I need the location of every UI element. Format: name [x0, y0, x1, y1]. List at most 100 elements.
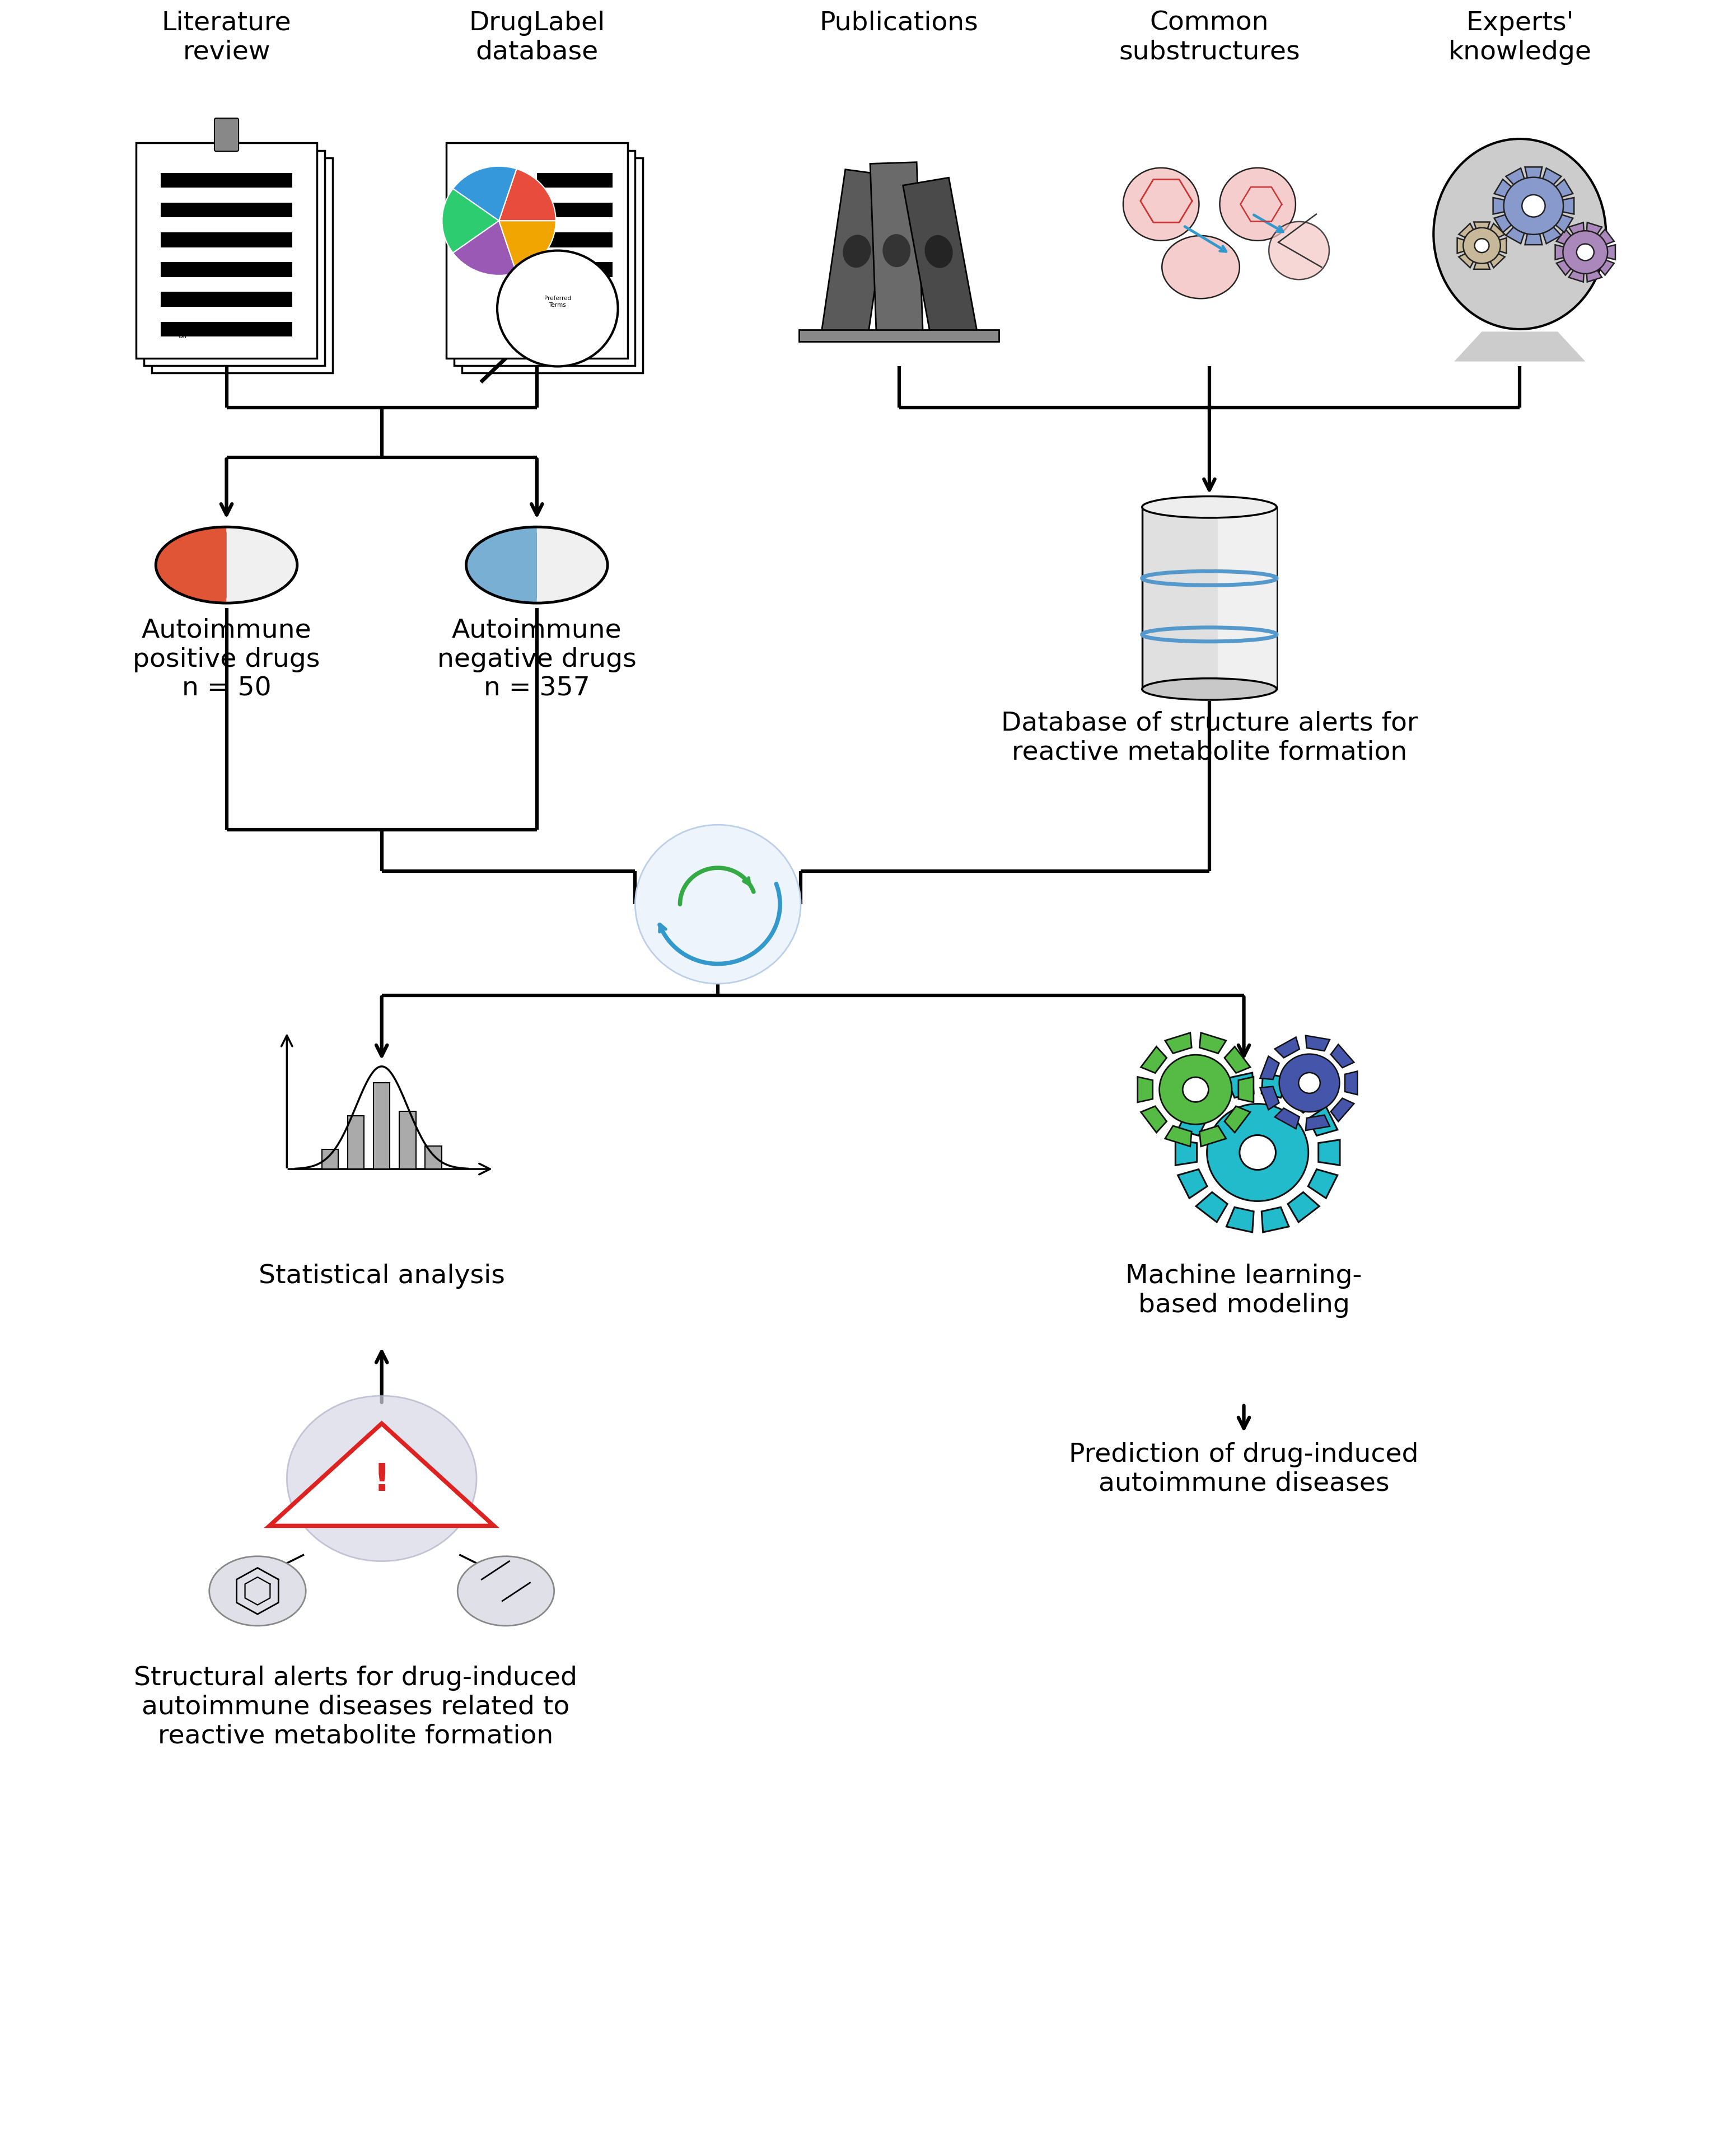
Polygon shape — [1331, 1097, 1354, 1121]
Polygon shape — [1262, 1074, 1288, 1097]
Polygon shape — [1542, 168, 1561, 185]
Polygon shape — [1499, 237, 1506, 252]
Polygon shape — [1288, 1192, 1319, 1222]
Polygon shape — [1177, 1169, 1207, 1199]
Text: Statistical analysis: Statistical analysis — [259, 1263, 505, 1289]
Bar — [821, 170, 892, 338]
Ellipse shape — [287, 1395, 477, 1561]
Polygon shape — [1262, 1207, 1288, 1233]
Bar — [399, 1110, 415, 1169]
Polygon shape — [1506, 168, 1525, 185]
Circle shape — [1504, 177, 1563, 235]
Bar — [538, 263, 612, 276]
Polygon shape — [270, 1423, 494, 1526]
Text: OH: OH — [178, 334, 187, 338]
Polygon shape — [1506, 226, 1525, 244]
Bar — [137, 142, 316, 358]
Ellipse shape — [1433, 138, 1606, 330]
Ellipse shape — [458, 1557, 553, 1626]
Ellipse shape — [925, 235, 953, 267]
Polygon shape — [1563, 198, 1573, 213]
Wedge shape — [500, 168, 555, 220]
Polygon shape — [1196, 1082, 1228, 1112]
Circle shape — [1160, 1054, 1231, 1123]
Polygon shape — [1141, 1106, 1167, 1132]
Bar — [1217, 507, 1276, 690]
Circle shape — [1183, 1078, 1209, 1102]
Polygon shape — [1494, 198, 1504, 213]
Polygon shape — [1165, 1033, 1191, 1054]
Bar — [538, 172, 612, 188]
Polygon shape — [1260, 1087, 1279, 1110]
Bar — [799, 330, 999, 341]
Polygon shape — [538, 526, 607, 604]
Polygon shape — [1556, 229, 1572, 244]
Polygon shape — [1490, 224, 1504, 237]
Polygon shape — [1319, 1141, 1340, 1164]
Circle shape — [1298, 1074, 1321, 1093]
Bar — [538, 203, 612, 218]
Text: Structural alerts for drug-induced
autoimmune diseases related to
reactive metab: Structural alerts for drug-induced autoi… — [135, 1664, 577, 1749]
Ellipse shape — [882, 235, 911, 267]
Polygon shape — [1200, 1033, 1226, 1054]
Text: Preferred
Terms: Preferred Terms — [545, 295, 571, 308]
Bar — [538, 233, 612, 248]
Bar — [425, 1145, 441, 1169]
Polygon shape — [1494, 216, 1511, 233]
Bar — [1143, 507, 1276, 690]
Polygon shape — [1309, 1169, 1338, 1199]
Polygon shape — [1226, 1207, 1254, 1233]
Text: Literature
review: Literature review — [161, 11, 292, 65]
Text: Publications: Publications — [820, 11, 979, 37]
Circle shape — [635, 826, 801, 983]
Polygon shape — [1599, 261, 1615, 276]
Circle shape — [1207, 1104, 1309, 1201]
Polygon shape — [1226, 1074, 1254, 1097]
Bar — [322, 1149, 339, 1169]
Wedge shape — [453, 220, 517, 276]
Polygon shape — [1459, 254, 1473, 267]
Polygon shape — [1606, 246, 1615, 259]
Polygon shape — [1309, 1106, 1338, 1136]
Polygon shape — [1556, 179, 1573, 196]
Polygon shape — [1458, 237, 1464, 252]
Polygon shape — [1141, 1046, 1167, 1074]
Polygon shape — [1556, 261, 1572, 276]
Text: Common
substructures: Common substructures — [1119, 11, 1300, 65]
Bar — [538, 291, 612, 306]
Polygon shape — [1224, 1046, 1250, 1074]
Polygon shape — [1494, 179, 1511, 196]
Polygon shape — [1196, 1192, 1228, 1222]
Circle shape — [1563, 231, 1608, 274]
Text: Machine learning-
based modeling: Machine learning- based modeling — [1126, 1263, 1362, 1317]
Polygon shape — [1165, 1125, 1191, 1147]
Ellipse shape — [1219, 168, 1295, 241]
Bar — [462, 157, 643, 373]
Text: Experts'
knowledge: Experts' knowledge — [1449, 11, 1591, 65]
Text: Prediction of drug-induced
autoimmune diseases: Prediction of drug-induced autoimmune di… — [1069, 1442, 1420, 1496]
Polygon shape — [1568, 270, 1584, 282]
Ellipse shape — [1143, 679, 1276, 701]
Polygon shape — [1525, 166, 1542, 179]
Polygon shape — [1274, 1037, 1300, 1059]
Bar — [161, 233, 292, 248]
Polygon shape — [156, 526, 226, 604]
Circle shape — [498, 250, 617, 367]
FancyBboxPatch shape — [214, 119, 239, 151]
Wedge shape — [500, 220, 555, 272]
Polygon shape — [1556, 216, 1573, 233]
Polygon shape — [1599, 229, 1615, 244]
Ellipse shape — [1143, 496, 1276, 517]
Polygon shape — [1454, 332, 1585, 362]
Polygon shape — [1138, 1076, 1153, 1102]
Polygon shape — [1177, 1106, 1207, 1136]
Polygon shape — [1587, 222, 1601, 235]
Polygon shape — [1459, 224, 1473, 237]
Bar — [446, 142, 628, 358]
Polygon shape — [1473, 263, 1490, 270]
Text: DrugLabel
database: DrugLabel database — [469, 11, 605, 65]
Polygon shape — [1305, 1115, 1330, 1130]
Ellipse shape — [209, 1557, 306, 1626]
Polygon shape — [1176, 1141, 1196, 1164]
Polygon shape — [1224, 1106, 1250, 1132]
